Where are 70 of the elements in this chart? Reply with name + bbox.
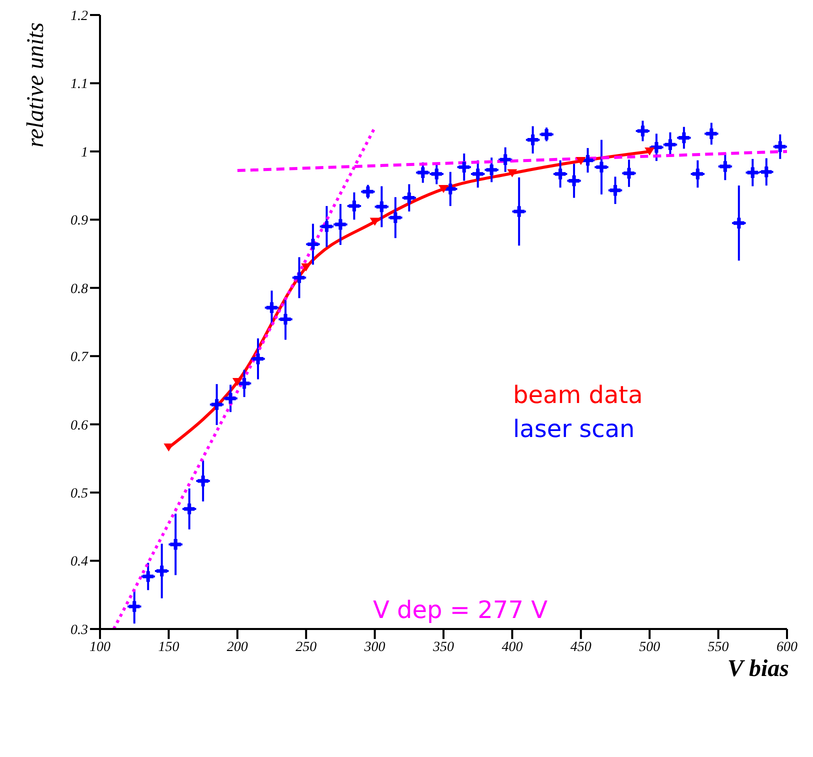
y-tick-label: 0.9 <box>70 214 88 229</box>
y-tick-label: 1.1 <box>70 77 88 92</box>
point <box>644 147 655 156</box>
point <box>266 302 278 314</box>
point <box>252 353 264 364</box>
point <box>500 154 511 165</box>
point <box>211 399 222 410</box>
x-tick-label: 200 <box>226 640 248 655</box>
point <box>706 128 717 140</box>
point <box>184 504 195 514</box>
point <box>280 314 291 325</box>
point <box>225 393 236 404</box>
point <box>596 162 607 173</box>
x-tick-label: 300 <box>363 640 386 655</box>
text: beam data <box>513 380 643 411</box>
point <box>445 184 456 194</box>
point <box>156 566 168 576</box>
point <box>507 169 518 178</box>
y-tick-label: 0.4 <box>70 554 88 570</box>
y-tick-label: 0.3 <box>70 622 88 638</box>
point <box>438 184 448 193</box>
point <box>576 156 586 165</box>
y-tick-label: 0.8 <box>70 282 88 297</box>
x-tick-label: 600 <box>776 640 798 655</box>
y-tick-label: 1 <box>81 145 88 160</box>
point <box>198 476 208 486</box>
x-axis-title: V bias <box>727 656 789 682</box>
point <box>128 601 140 612</box>
point <box>390 212 401 223</box>
point <box>238 378 250 389</box>
point <box>458 162 470 173</box>
point <box>308 238 318 250</box>
x-tick-label: 450 <box>570 640 592 655</box>
y-tick-label: 0.6 <box>70 418 88 434</box>
y-tick-label: 0.7 <box>70 350 89 366</box>
x-tick-label: 250 <box>296 640 317 655</box>
x-tick-label: 550 <box>708 640 729 655</box>
point <box>774 141 786 152</box>
point <box>486 164 497 176</box>
point <box>692 168 704 180</box>
y-tick-label: 0.5 <box>70 486 88 502</box>
point <box>301 263 312 272</box>
point <box>734 218 744 228</box>
point <box>348 200 360 212</box>
point <box>554 168 566 180</box>
point <box>624 168 634 179</box>
point <box>527 134 538 146</box>
point <box>370 218 380 226</box>
point <box>514 206 524 217</box>
point <box>720 161 731 172</box>
point <box>232 378 242 386</box>
point <box>376 201 388 212</box>
note-text: V dep = 277 V <box>373 596 548 624</box>
point <box>142 571 154 582</box>
x-tick-label: 150 <box>158 640 180 655</box>
point <box>610 184 621 196</box>
text: laser scan <box>513 414 636 445</box>
point <box>472 168 484 180</box>
point <box>678 132 690 144</box>
y-tick-label: 1.2 <box>70 8 88 24</box>
x-tick-label: 400 <box>502 640 523 655</box>
point <box>404 192 415 204</box>
x-tick-label: 350 <box>432 640 454 655</box>
point <box>294 272 305 284</box>
y-axis-title: relative units <box>23 22 50 148</box>
point <box>568 175 580 186</box>
point <box>637 126 648 136</box>
point <box>170 539 181 550</box>
x-tick-label: 100 <box>90 640 110 655</box>
x-tick-label: 500 <box>639 640 660 655</box>
